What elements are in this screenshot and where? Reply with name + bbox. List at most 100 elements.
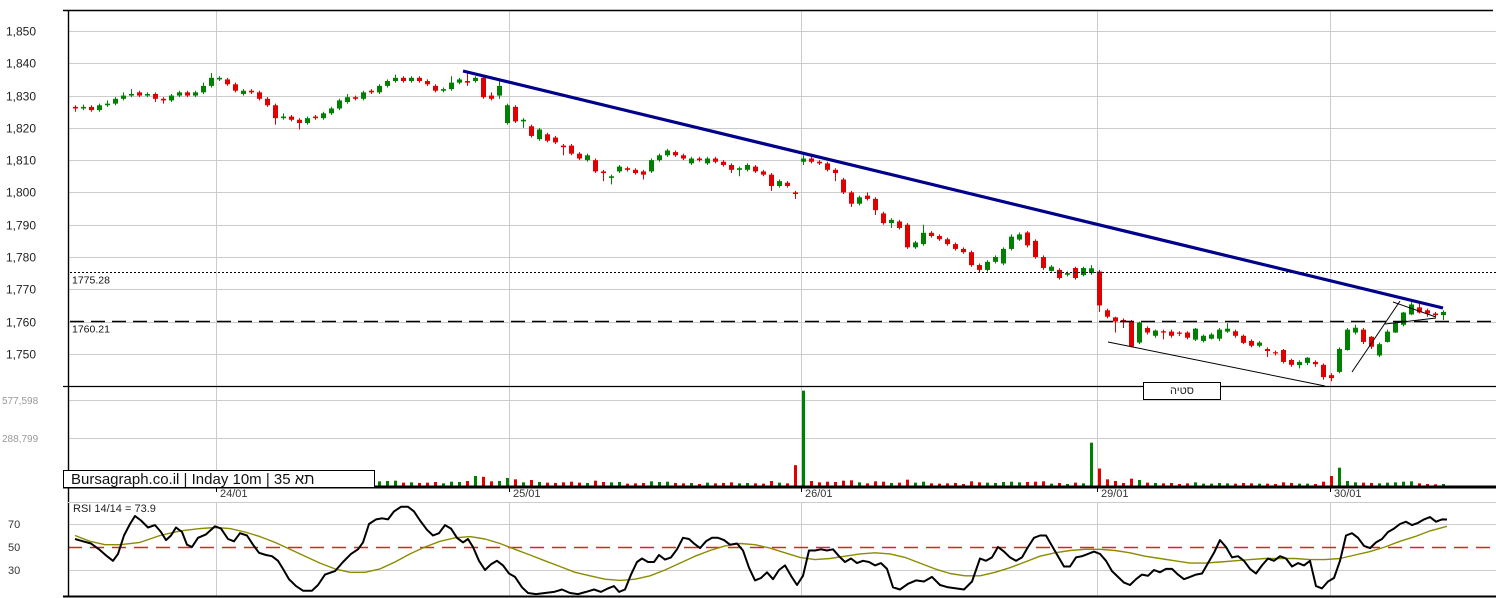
volume-bar — [1058, 483, 1061, 486]
candle-body — [713, 158, 718, 162]
volume-bar — [1146, 482, 1149, 486]
candle-body — [873, 198, 878, 211]
volume-bar — [1194, 482, 1197, 486]
volume-bar — [602, 482, 605, 486]
candle-body — [81, 106, 86, 109]
candle-body — [425, 81, 430, 85]
candle-body — [1169, 331, 1174, 336]
volume-bar — [546, 482, 549, 486]
candle-body — [409, 77, 414, 82]
volume-bar — [1010, 481, 1013, 486]
volume-bar — [906, 479, 909, 486]
volume-bar — [562, 482, 565, 486]
candle-body — [1097, 271, 1102, 306]
deviation-annotation-label: סטיה — [1169, 385, 1194, 397]
branding-box: Bursagraph.co.il | Inday 10m | 35 תא — [63, 470, 375, 488]
candle-body — [449, 82, 454, 90]
candle-body — [481, 77, 486, 98]
candle-body — [1225, 328, 1230, 332]
deviation-support-line[interactable] — [1107, 341, 1326, 387]
date-label: 30/01 — [1334, 488, 1362, 500]
volume-bar — [850, 480, 853, 486]
volume-bar — [1210, 483, 1213, 486]
candle-body — [825, 163, 830, 170]
candle-body — [233, 84, 238, 91]
volume-bar — [802, 390, 805, 486]
volume-bar — [426, 482, 429, 486]
volume-bar — [1322, 481, 1325, 486]
candle-body — [329, 108, 334, 114]
candle-body — [1313, 361, 1318, 365]
candle-body — [889, 219, 894, 224]
volume-bar — [1202, 483, 1205, 486]
downtrend-line[interactable] — [462, 69, 1444, 310]
candle-body — [921, 232, 926, 245]
volume-bar — [1394, 482, 1397, 486]
volume-bar — [1274, 484, 1277, 486]
volume-bar — [1306, 483, 1309, 486]
candle-body — [545, 134, 550, 141]
candle-body — [1057, 269, 1062, 278]
volume-bar — [402, 482, 405, 486]
candle-body — [969, 252, 974, 266]
candle-body — [257, 92, 262, 99]
volume-bar — [1282, 482, 1285, 486]
candle-body — [361, 92, 366, 99]
candle-body — [1049, 266, 1054, 271]
rally-trend-line[interactable] — [1351, 300, 1401, 373]
volume-bar — [1122, 483, 1125, 486]
volume-bar — [754, 483, 757, 486]
candle-body — [1233, 331, 1238, 336]
candle-body — [1089, 268, 1094, 274]
volume-bar — [1162, 483, 1165, 486]
volume-bar — [410, 482, 413, 486]
candle-body — [489, 95, 494, 99]
date-label: 24/01 — [220, 488, 248, 500]
volume-bar — [1050, 483, 1053, 486]
deviation-annotation-box[interactable]: סטיה — [1143, 382, 1221, 400]
price-axis-label: 1,820 — [6, 122, 36, 136]
candle-body — [521, 119, 526, 122]
candle-body — [1105, 310, 1110, 317]
rsi-signal-line — [74, 525, 1448, 582]
candle-body — [1241, 335, 1246, 343]
pennant-line-1[interactable] — [1384, 317, 1437, 325]
candle-body — [705, 158, 710, 164]
volume-bar — [1082, 483, 1085, 486]
volume-bar — [1026, 482, 1029, 486]
candle-body — [617, 166, 622, 172]
candle-body — [1353, 327, 1358, 333]
candle-body — [1177, 332, 1182, 334]
volume-bar — [1234, 483, 1237, 486]
candle-body — [385, 81, 390, 86]
volume-bar — [522, 482, 525, 486]
volume-bar — [594, 480, 597, 486]
candle-body — [369, 90, 374, 93]
candle-body — [1337, 349, 1342, 372]
candle-body — [1137, 322, 1142, 343]
volume-bar — [978, 482, 981, 486]
volume-bar — [898, 482, 901, 486]
volume-bar — [1338, 467, 1341, 486]
candle-body — [241, 90, 246, 94]
volume-bar — [842, 480, 845, 486]
volume-bar — [650, 481, 653, 486]
volume-bar — [1178, 484, 1181, 486]
volume-bar — [826, 481, 829, 486]
candle-body — [1273, 352, 1278, 354]
pennant-line-0[interactable] — [1392, 301, 1437, 318]
candle-body — [1393, 322, 1398, 333]
candle-body — [465, 81, 470, 83]
volume-bar — [394, 480, 397, 486]
volume-bar — [1298, 483, 1301, 486]
volume-bar — [634, 483, 637, 486]
volume-bar — [770, 481, 773, 486]
candle-body — [137, 92, 142, 96]
volume-bar — [890, 483, 893, 486]
volume-bar — [1218, 483, 1221, 486]
candle-body — [913, 242, 918, 248]
candle-body — [1185, 332, 1190, 338]
candle-body — [1113, 317, 1118, 322]
candle-body — [505, 105, 510, 124]
candle-body — [1385, 331, 1390, 342]
